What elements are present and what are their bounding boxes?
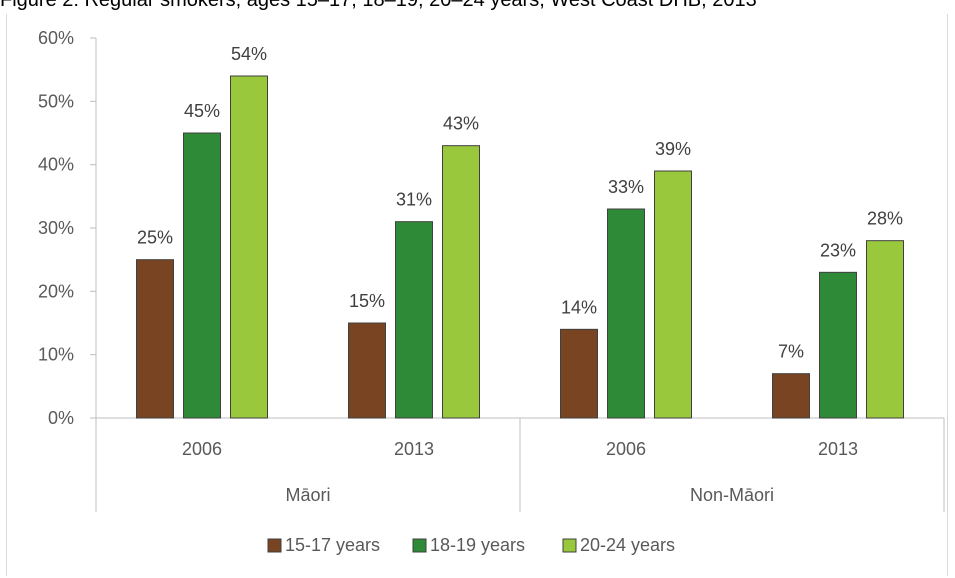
bar-15-17-years [560, 328, 598, 419]
data-label: 25% [137, 228, 173, 248]
y-tick-label: 30% [38, 218, 74, 238]
x-tick-label: 2013 [394, 439, 434, 459]
legend-swatch [267, 538, 282, 553]
data-label: 15% [349, 291, 385, 311]
bar-15-17-years [136, 259, 174, 419]
x-tick-label: 2006 [182, 439, 222, 459]
x-tick-label: 2013 [818, 439, 858, 459]
bar-20-24-years [230, 75, 268, 419]
group-label: Non-Māori [690, 485, 774, 505]
legend-label: 20-24 years [580, 535, 675, 555]
data-label: 28% [867, 209, 903, 229]
x-tick-label: 2006 [606, 439, 646, 459]
bar-18-19-years [819, 271, 857, 419]
y-tick-label: 10% [38, 345, 74, 365]
chart-title: Figure 2: Regular smokers, ages 15–17, 1… [0, 0, 757, 11]
chart-frame [6, 14, 948, 576]
legend-label: 18-19 years [430, 535, 525, 555]
data-label: 45% [184, 101, 220, 121]
legend-swatch [562, 538, 577, 553]
y-tick-label: 20% [38, 281, 74, 301]
data-label: 33% [608, 177, 644, 197]
group-label: Māori [285, 485, 330, 505]
bar-18-19-years [607, 208, 645, 419]
y-tick-label: 0% [48, 408, 74, 428]
y-tick-label: 40% [38, 155, 74, 175]
legend-swatch [412, 538, 427, 553]
data-label: 14% [561, 297, 597, 317]
bar-20-24-years [442, 145, 480, 419]
bar-18-19-years [395, 221, 433, 419]
bar-15-17-years [772, 373, 810, 419]
data-label: 31% [396, 190, 432, 210]
bar-20-24-years [866, 240, 904, 419]
data-label: 7% [778, 342, 804, 362]
bar-20-24-years [654, 170, 692, 419]
data-label: 43% [443, 114, 479, 134]
data-label: 54% [231, 44, 267, 64]
y-tick-label: 50% [38, 91, 74, 111]
data-label: 39% [655, 139, 691, 159]
bar-15-17-years [348, 322, 386, 419]
bar-18-19-years [183, 132, 221, 419]
y-tick-label: 60% [38, 28, 74, 48]
legend-label: 15-17 years [285, 535, 380, 555]
data-label: 23% [820, 240, 856, 260]
